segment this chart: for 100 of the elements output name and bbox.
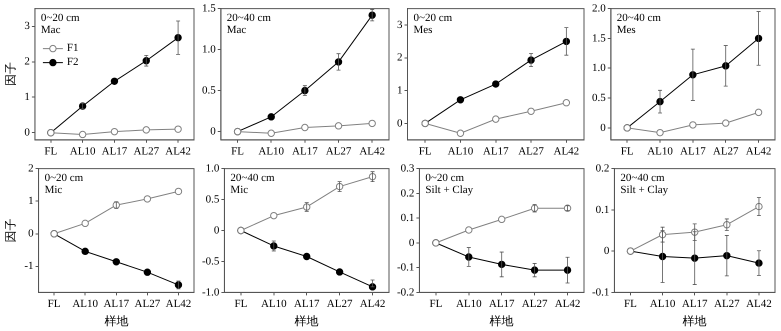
- y-tick-label: -0.2: [396, 286, 414, 298]
- point: [723, 221, 731, 228]
- y-tick-label: 0: [397, 117, 403, 130]
- x-tick-label: AL17: [488, 298, 516, 310]
- x-tick-label: AL42: [166, 298, 192, 310]
- x-tick-label: AL27: [518, 145, 544, 158]
- y-tick-label: 0.2: [400, 187, 414, 200]
- x-tick-label: FL: [48, 298, 61, 310]
- x-tick-label: AL17: [292, 145, 318, 158]
- x-tick-label: FL: [624, 298, 638, 310]
- x-tick-label: AL27: [714, 298, 740, 310]
- x-tick-label: FL: [231, 145, 244, 158]
- x-tick-label: AL10: [260, 298, 288, 310]
- point: [268, 113, 275, 121]
- point: [691, 254, 698, 262]
- y-tick-label: 0.1: [400, 212, 414, 224]
- point: [492, 80, 500, 88]
- annotation: Silt + Clay: [425, 184, 474, 196]
- x-tick-label: AL27: [712, 145, 740, 158]
- y-tick-label: 1: [24, 91, 30, 104]
- y-tick-label: 0: [600, 122, 606, 134]
- x-tick-label: FL: [418, 145, 432, 158]
- x-tick-label: AL27: [134, 298, 161, 310]
- point: [456, 96, 464, 104]
- y-tick-label: 1.0: [206, 162, 220, 174]
- point: [498, 260, 506, 268]
- annotation: 20~40 cm: [620, 172, 665, 184]
- x-tick-label: AL17: [680, 145, 706, 158]
- annotation: 0~20 cm: [40, 12, 80, 24]
- x-tick-label: AL10: [448, 145, 474, 158]
- point: [78, 130, 86, 138]
- x-tick-label: AL42: [746, 145, 772, 158]
- y-tick-label: 0: [24, 126, 30, 139]
- y-tick-label: 2: [24, 56, 30, 68]
- y-tick-label: -0.1: [396, 262, 414, 274]
- x-tick-label: AL42: [554, 298, 580, 310]
- x-tick-label: AL42: [360, 298, 386, 310]
- x-tick-label: AL17: [482, 145, 510, 158]
- annotation: Mic: [230, 184, 248, 196]
- point: [110, 128, 118, 136]
- x-tick-label: AL17: [103, 298, 130, 310]
- y-tick-label: 1: [28, 195, 34, 208]
- annotation: 0~20 cm: [425, 172, 464, 184]
- y-tick-label: 0.5: [206, 193, 220, 206]
- point: [334, 122, 342, 130]
- y-tick-label: 2.0: [592, 2, 606, 14]
- y-tick-label: -0.1: [592, 286, 610, 298]
- point: [722, 119, 730, 127]
- y-tick-label: 0.2: [596, 162, 610, 174]
- y-tick-label: 0.1: [596, 204, 610, 216]
- y-tick-label: 3: [397, 18, 403, 31]
- x-tick-label: AL42: [165, 145, 191, 158]
- annotation: Mic: [44, 184, 62, 196]
- y-axis-title: 因子: [3, 218, 18, 242]
- x-tick-label: AL10: [456, 298, 482, 310]
- y-tick-label: 1.5: [202, 2, 216, 14]
- point: [456, 130, 464, 137]
- y-tick-label: 0.3: [400, 162, 415, 174]
- y-axis-title: 因子: [3, 62, 18, 86]
- y-tick-label: 2: [28, 162, 34, 174]
- point: [754, 108, 762, 116]
- x-axis-title: 样地: [490, 314, 514, 328]
- point: [142, 126, 150, 134]
- x-axis-title: 样地: [104, 314, 128, 328]
- y-tick-label: 1.5: [592, 32, 606, 44]
- annotation: Mac: [226, 24, 246, 36]
- point: [722, 62, 730, 70]
- x-tick-label: AL42: [359, 145, 386, 158]
- annotation: 20~40 cm: [226, 12, 272, 24]
- y-tick-label: 0: [214, 224, 220, 236]
- point: [562, 99, 570, 106]
- annotation: 0~20 cm: [414, 12, 453, 24]
- y-tick-label: 0: [210, 125, 216, 138]
- point: [465, 226, 472, 234]
- y-tick-label: 0.5: [202, 84, 216, 96]
- point: [336, 268, 344, 276]
- point: [527, 108, 535, 115]
- annotation: 20~40 cm: [616, 12, 662, 24]
- annotation: Silt + Clay: [620, 184, 669, 196]
- x-axis-title: 样地: [682, 314, 707, 328]
- point: [110, 78, 118, 85]
- x-tick-label: AL17: [682, 298, 708, 310]
- point: [174, 125, 182, 133]
- x-tick-label: AL42: [746, 298, 772, 310]
- x-tick-label: FL: [234, 298, 248, 310]
- x-tick-label: AL10: [258, 145, 285, 158]
- x-tick-label: AL10: [70, 145, 96, 158]
- x-tick-label: AL10: [647, 145, 674, 158]
- annotation: Mac: [40, 24, 61, 36]
- x-tick-label: AL17: [294, 298, 320, 310]
- point: [81, 220, 89, 228]
- annotation: Mes: [414, 24, 432, 36]
- y-tick-label: 3: [24, 20, 30, 32]
- y-tick-label: -0.5: [202, 255, 220, 268]
- x-tick-label: AL17: [102, 145, 128, 158]
- x-tick-label: AL27: [133, 145, 160, 158]
- point: [723, 252, 731, 260]
- point: [144, 268, 152, 276]
- x-tick-label: AL42: [554, 145, 580, 158]
- legend-label: F1: [66, 42, 79, 54]
